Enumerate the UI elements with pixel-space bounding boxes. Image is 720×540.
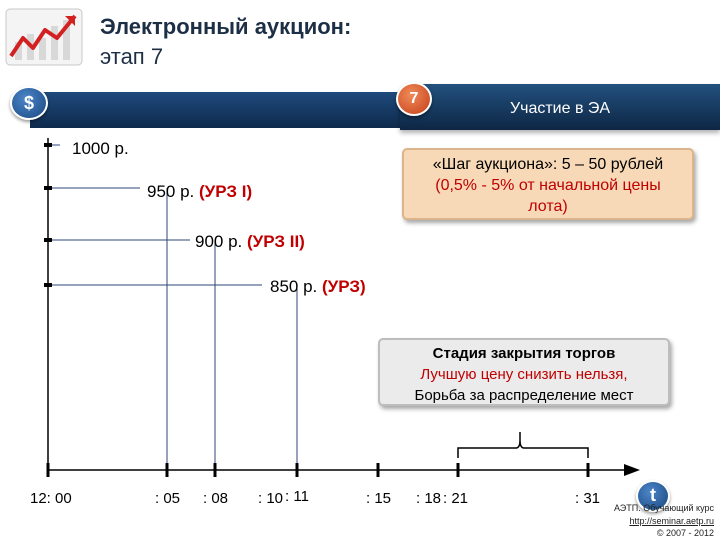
price-note: (УРЗ): [322, 277, 366, 296]
tick-label-10: : 10: [258, 490, 284, 507]
stage-banner-tab: [400, 84, 720, 130]
tick-label-08: : 08: [203, 490, 229, 507]
footer-course: АЭТП. Обучающий курс: [613, 503, 714, 513]
footer-copyright: © 2007 - 2012: [656, 528, 714, 538]
price-value: 1000 р.: [72, 139, 129, 158]
price-level-1000: 1000 р.: [72, 139, 129, 159]
footer-url: http://seminar.aetp.ru: [629, 516, 714, 526]
price-level-950: 950 р. (УРЗ I): [147, 182, 252, 202]
tick-label-15: : 15: [366, 490, 392, 507]
level-line-1000-marker: [44, 143, 52, 147]
price-level-850: 850 р. (УРЗ): [270, 277, 366, 297]
tick-label-18: : 18: [416, 490, 442, 507]
step-number-badge: 7: [396, 82, 432, 116]
time-axis-arrow: [624, 464, 640, 476]
title-line-1: Электронный аукцион:: [100, 14, 352, 39]
slide-title: Электронный аукцион: этап 7: [100, 12, 351, 72]
price-level-900: 900 р. (УРЗ II): [195, 232, 305, 252]
closing-stage-line-2: Лучшую цену снизить нельзя,: [420, 366, 628, 383]
price-note: (УРЗ II): [247, 232, 305, 251]
price-value: 850 р.: [270, 277, 318, 296]
level-line-900-marker: [44, 238, 52, 242]
tick-label-05: : 05: [155, 490, 181, 507]
closing-stage-box: Стадия закрытия торгов Лучшую цену снизи…: [378, 338, 670, 406]
price-value: 950 р.: [147, 182, 195, 201]
closing-stage-title: Стадия закрытия торгов: [432, 345, 616, 362]
auction-step-line-1: «Шаг аукциона»: 5 – 50 рублей: [432, 156, 664, 173]
tick-label-11: : 11: [285, 488, 309, 505]
price-note: (УРЗ I): [199, 182, 253, 201]
level-line-950-marker: [44, 186, 52, 190]
time-badge: t: [636, 480, 670, 512]
currency-badge: $: [10, 86, 48, 120]
tick-label-12-00: 12: 00: [30, 490, 72, 507]
tick-label-21: : 21: [443, 490, 469, 507]
tick-label-31: : 31: [575, 490, 601, 507]
auction-step-callout: «Шаг аукциона»: 5 – 50 рублей (0,5% - 5%…: [402, 148, 694, 220]
logo-chart-icon: [5, 8, 83, 66]
price-value: 900 р.: [195, 232, 243, 251]
level-line-850-marker: [44, 283, 52, 287]
auction-step-line-2: (0,5% - 5% от начальной цены лота): [435, 177, 661, 215]
title-line-2: этап 7: [100, 44, 164, 69]
stage-label: Участие в ЭА: [509, 100, 611, 117]
closing-stage-line-3: Борьба за распределение мест: [414, 387, 634, 404]
closing-stage-bracket: [457, 432, 589, 458]
